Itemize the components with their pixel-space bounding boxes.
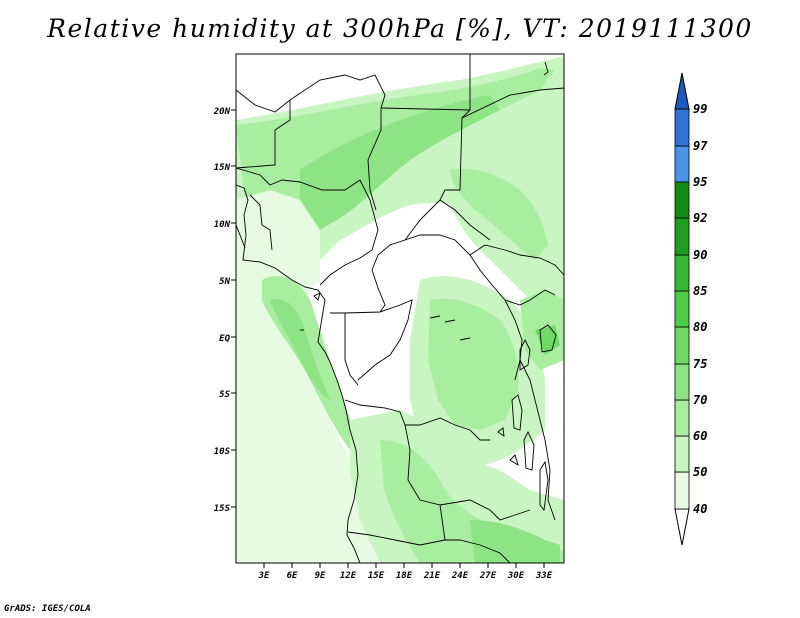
colorbar — [674, 72, 690, 546]
lon-tick-label: 30E — [507, 571, 525, 581]
colorbar-segment — [674, 217, 690, 256]
colorbar-label: 60 — [693, 429, 707, 443]
colorbar-label: 80 — [693, 320, 707, 334]
lon-tick-label: 21E — [423, 571, 441, 581]
colorbar-label: 50 — [693, 465, 707, 479]
lat-tick-label: 10N — [214, 220, 231, 230]
lat-tick-label: 5S — [219, 390, 230, 400]
lon-tick-label: 33E — [535, 571, 553, 581]
lon-tick-label: 24E — [451, 571, 469, 581]
colorbar-label: 75 — [693, 357, 707, 371]
colorbar-segment — [674, 145, 690, 183]
colorbar-label: 99 — [693, 102, 707, 116]
map-title: Relative humidity at 300hPa [%], VT: 201… — [47, 14, 753, 43]
lon-tick-label: 9E — [315, 571, 326, 581]
country-borders — [236, 54, 564, 563]
lat-tick-label: 15N — [214, 163, 231, 173]
colorbar-label: 40 — [693, 502, 707, 516]
humidity-shading — [236, 56, 564, 563]
colorbar-label: 85 — [693, 284, 707, 298]
grads-credit: GrADS: IGES/COLA — [4, 604, 91, 614]
colorbar-segment — [674, 399, 690, 437]
colorbar-min-arrow — [674, 508, 690, 546]
colorbar-segment — [674, 363, 690, 401]
lon-tick-label: 15E — [368, 571, 385, 581]
colorbar-label: 97 — [693, 139, 708, 153]
colorbar-max-arrow — [674, 72, 690, 110]
colorbar-segment — [674, 108, 690, 147]
lat-tick-label: 10S — [214, 447, 231, 457]
map-frame — [235, 53, 565, 564]
colorbar-segment — [674, 181, 690, 219]
lon-tick-label: 18E — [396, 571, 413, 581]
lon-tick-label: 27E — [479, 571, 497, 581]
colorbar-label: 95 — [693, 175, 707, 189]
colorbar-label: 70 — [693, 393, 707, 407]
colorbar-segment — [674, 326, 690, 365]
colorbar-label: 90 — [693, 248, 707, 262]
colorbar-segment — [674, 471, 690, 510]
lat-tick-label: 5N — [219, 277, 230, 287]
lon-tick-label: 6E — [287, 571, 298, 581]
lon-tick-label: 3E — [258, 571, 270, 581]
colorbar-segment — [674, 290, 690, 328]
lon-tick-label: 12E — [340, 571, 357, 581]
lat-tick-label: 15S — [214, 504, 231, 514]
lat-tick-label: 20N — [213, 107, 231, 117]
colorbar-segment — [674, 254, 690, 292]
lat-tick-label: EQ — [219, 334, 230, 344]
colorbar-label: 92 — [693, 211, 707, 225]
colorbar-segment — [674, 435, 690, 473]
